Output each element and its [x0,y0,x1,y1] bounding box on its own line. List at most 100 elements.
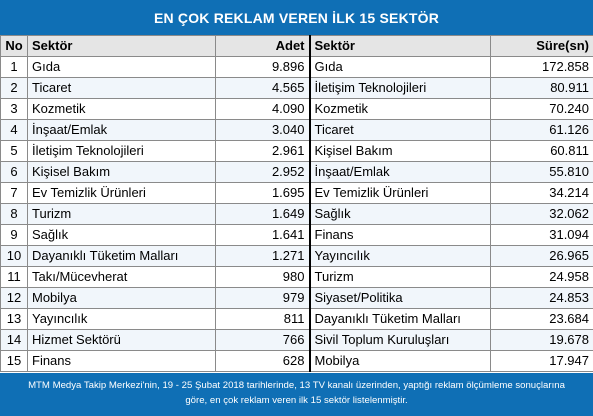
header-sektor-sure: Sektör [308,35,491,57]
table-row: 2 Ticaret 4.565 İletişim Teknolojileri 80.91… [0,77,593,99]
row-no: 10 [0,245,28,267]
row-sektor-sure: Sağlık [308,203,491,225]
row-sektor-sure: Siyaset/Politika [308,287,491,309]
row-sure: 17.947 [490,350,593,372]
table-row: 1 Gıda 9.896 Gıda 172.858 [0,56,593,78]
row-sektor-adet: Gıda [27,56,216,78]
header-adet: Adet [215,35,310,57]
footer-line-1: MTM Medya Takip Merkezi'nin, 19 - 25 Şub… [28,380,565,391]
row-no: 11 [0,266,28,288]
table-row: 15 Finans 628 Mobilya 17.947 [0,350,593,372]
row-adet: 628 [215,350,310,372]
table-row: 7 Ev Temizlik Ürünleri 1.695 Ev Temizlik Ür… [0,182,593,204]
row-adet: 980 [215,266,310,288]
footer-note: MTM Medya Takip Merkezi'nin, 19 - 25 Şub… [0,373,593,416]
row-sure: 55.810 [490,161,593,183]
table-row: 11 Takı/Mücevherat 980 Turizm 24.958 [0,266,593,288]
row-no: 15 [0,350,28,372]
table-row: 4 İnşaat/Emlak 3.040 Ticaret 61.126 [0,119,593,141]
row-sure: 70.240 [490,98,593,120]
row-sure: 23.684 [490,308,593,330]
table-row: 3 Kozmetik 4.090 Kozmetik 70.240 [0,98,593,120]
row-no: 8 [0,203,28,225]
row-sektor-adet: Kozmetik [27,98,216,120]
row-sure: 60.811 [490,140,593,162]
row-sure: 24.853 [490,287,593,309]
row-sektor-sure: Mobilya [308,350,491,372]
table-row: 10 Dayanıklı Tüketim Malları 1.271 Yayıncıl… [0,245,593,267]
row-adet: 2.961 [215,140,310,162]
row-adet: 766 [215,329,310,351]
table-row: 6 Kişisel Bakım 2.952 İnşaat/Emlak 55.810 [0,161,593,183]
table-row: 14 Hizmet Sektörü 766 Sivil Toplum Kuruluşl… [0,329,593,351]
row-sektor-sure: Kozmetik [308,98,491,120]
row-sektor-adet: Mobilya [27,287,216,309]
row-sektor-adet: Sağlık [27,224,216,246]
row-sektor-sure: Yayıncılık [308,245,491,267]
row-sektor-adet: Yayıncılık [27,308,216,330]
row-sure: 34.214 [490,182,593,204]
row-sektor-adet: Finans [27,350,216,372]
row-sektor-adet: Ticaret [27,77,216,99]
row-sektor-sure: İnşaat/Emlak [308,161,491,183]
row-sektor-adet: Turizm [27,203,216,225]
row-no: 4 [0,119,28,141]
row-no: 3 [0,98,28,120]
row-sure: 24.958 [490,266,593,288]
header-sektor-adet: Sektör [27,35,216,57]
table-row: 12 Mobilya 979 Siyaset/Politika 24.853 [0,287,593,309]
row-sure: 26.965 [490,245,593,267]
row-adet: 811 [215,308,310,330]
row-adet: 4.090 [215,98,310,120]
row-sektor-sure: Turizm [308,266,491,288]
row-adet: 979 [215,287,310,309]
row-sektor-adet: İletişim Teknolojileri [27,140,216,162]
table-header-row: No Sektör Adet Sektör Süre(sn) [0,35,593,57]
row-sektor-adet: Dayanıklı Tüketim Malları [27,245,216,267]
row-no: 6 [0,161,28,183]
row-adet: 2.952 [215,161,310,183]
row-sure: 80.911 [490,77,593,99]
row-no: 12 [0,287,28,309]
header-no: No [0,35,28,57]
row-adet: 1.695 [215,182,310,204]
row-sure: 172.858 [490,56,593,78]
header-sure: Süre(sn) [490,35,593,57]
row-sektor-sure: İletişim Teknolojileri [308,77,491,99]
row-adet: 4.565 [215,77,310,99]
row-no: 2 [0,77,28,99]
row-sektor-sure: Finans [308,224,491,246]
row-sure: 61.126 [490,119,593,141]
table-row: 13 Yayıncılık 811 Dayanıklı Tüketim Malları… [0,308,593,330]
row-sektor-sure: Ev Temizlik Ürünleri [308,182,491,204]
row-adet: 3.040 [215,119,310,141]
row-no: 5 [0,140,28,162]
row-no: 14 [0,329,28,351]
row-sektor-sure: Sivil Toplum Kuruluşları [308,329,491,351]
row-sektor-adet: Kişisel Bakım [27,161,216,183]
table-row: 9 Sağlık 1.641 Finans 31.094 [0,224,593,246]
sector-table: No Sektör Adet Sektör Süre(sn) 1 Gıda 9.89… [0,35,593,372]
table-row: 8 Turizm 1.649 Sağlık 32.062 [0,203,593,225]
row-sektor-adet: Hizmet Sektörü [27,329,216,351]
row-sektor-adet: Takı/Mücevherat [27,266,216,288]
page-title: EN ÇOK REKLAM VEREN İLK 15 SEKTÖR [0,0,593,35]
row-no: 7 [0,182,28,204]
table-body: 1 Gıda 9.896 Gıda 172.858 2 Ticaret 4.565 İletiş… [0,56,593,372]
row-no: 9 [0,224,28,246]
row-sektor-sure: Dayanıklı Tüketim Malları [308,308,491,330]
row-sektor-sure: Kişisel Bakım [308,140,491,162]
row-sektor-sure: Ticaret [308,119,491,141]
row-sure: 31.094 [490,224,593,246]
row-no: 1 [0,56,28,78]
row-sure: 19.678 [490,329,593,351]
row-sure: 32.062 [490,203,593,225]
row-adet: 1.271 [215,245,310,267]
row-sektor-adet: İnşaat/Emlak [27,119,216,141]
table-row: 5 İletişim Teknolojileri 2.961 Kişisel Bakı… [0,140,593,162]
row-adet: 9.896 [215,56,310,78]
row-sektor-adet: Ev Temizlik Ürünleri [27,182,216,204]
row-no: 13 [0,308,28,330]
row-sektor-sure: Gıda [308,56,491,78]
